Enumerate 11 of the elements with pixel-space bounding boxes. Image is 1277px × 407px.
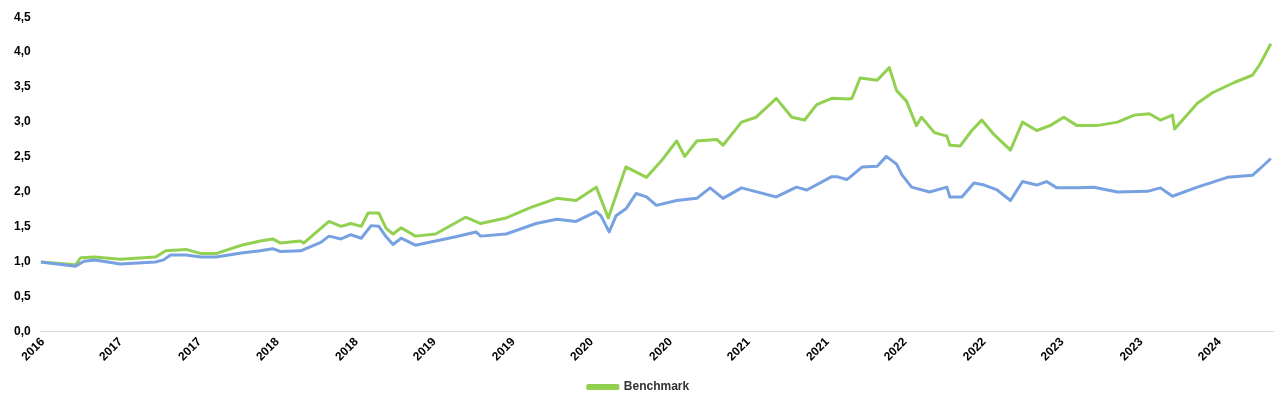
legend-label: Benchmark (623, 379, 690, 394)
y-tick-label: 1,0 (13, 254, 31, 269)
y-tick-label: 1,5 (13, 219, 31, 234)
y-tick-label: 0,0 (13, 324, 31, 339)
y-tick-label: 3,0 (13, 114, 31, 129)
y-tick-label: 0,5 (13, 289, 31, 304)
y-tick-label: 3,5 (13, 79, 31, 94)
y-tick-label: 2,0 (13, 184, 31, 199)
y-tick-label: 4,5 (13, 9, 31, 24)
y-tick-label: 4,0 (13, 44, 31, 59)
y-tick-label: 2,5 (13, 149, 31, 164)
